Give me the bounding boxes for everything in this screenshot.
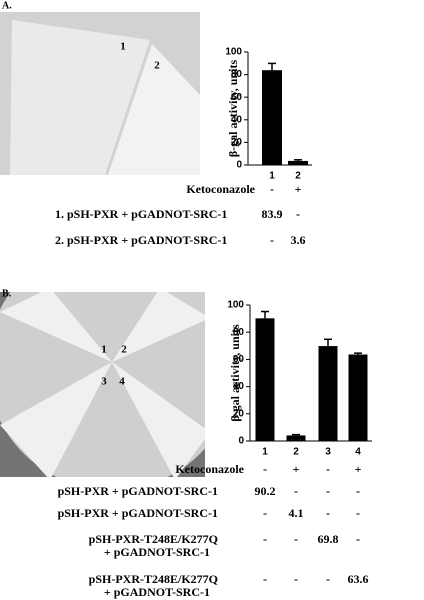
table-header: - xyxy=(270,182,274,196)
y-tick-label: 40 xyxy=(231,114,243,125)
y-tick-label: 0 xyxy=(236,160,242,171)
table-header: + xyxy=(295,182,302,196)
table-cell: - xyxy=(296,207,300,221)
table-cell: - xyxy=(356,532,360,546)
table-cell: 3.6 xyxy=(291,233,306,247)
photo-label: 3 xyxy=(101,376,107,388)
table-cell: 90.2 xyxy=(255,484,276,498)
panel-label: B. xyxy=(2,288,12,299)
table-cell: - xyxy=(263,506,267,520)
y-tick-label: 40 xyxy=(233,381,245,392)
row-label: pSH-PXR + pGADNOT-SRC-1 xyxy=(58,506,218,520)
table-header-label: Ketoconazole xyxy=(175,462,244,476)
bar xyxy=(318,346,338,441)
table-cell: - xyxy=(356,506,360,520)
table-cell: 4.1 xyxy=(289,506,304,520)
table-cell: 63.6 xyxy=(348,572,369,586)
x-tick-label: 2 xyxy=(295,171,301,182)
table-cell: 83.9 xyxy=(262,207,283,221)
photo-a xyxy=(0,12,200,175)
y-tick-label: 100 xyxy=(227,300,244,311)
photo-b xyxy=(0,292,205,477)
table-cell: - xyxy=(356,484,360,498)
table-cell: - xyxy=(263,572,267,586)
table-header-label: Ketoconazole xyxy=(186,182,255,196)
row-label: pSH-PXR-T248E/K277Q xyxy=(89,572,218,586)
photo-label: 2 xyxy=(121,344,127,356)
panel-label: A. xyxy=(2,0,12,11)
bar xyxy=(288,160,308,165)
x-tick-label: 4 xyxy=(355,447,361,458)
y-tick-label: 20 xyxy=(233,408,245,419)
table-header: - xyxy=(326,462,330,476)
x-tick-label: 1 xyxy=(269,171,275,182)
y-tick-label: 80 xyxy=(231,69,243,80)
row-label: + pGADNOT-SRC-1 xyxy=(104,545,210,559)
y-tick-label: 20 xyxy=(231,137,243,148)
x-tick-label: 1 xyxy=(262,447,268,458)
table-cell: - xyxy=(294,572,298,586)
table-cell: - xyxy=(326,484,330,498)
bar xyxy=(255,318,275,441)
photo-label: 4 xyxy=(119,376,125,388)
table-cell: - xyxy=(294,484,298,498)
bar xyxy=(286,435,306,441)
row-label: 1. pSH-PXR + pGADNOT-SRC-1 xyxy=(55,207,227,221)
row-label: pSH-PXR + pGADNOT-SRC-1 xyxy=(58,484,218,498)
y-tick-label: 60 xyxy=(231,92,243,103)
row-label: 2. pSH-PXR + pGADNOT-SRC-1 xyxy=(55,233,227,247)
y-axis-label: β-gal activity, units xyxy=(228,324,242,422)
bar xyxy=(262,70,282,165)
table-cell: - xyxy=(294,532,298,546)
y-tick-label: 0 xyxy=(238,436,244,447)
x-tick-label: 2 xyxy=(293,447,299,458)
table-cell: - xyxy=(326,572,330,586)
y-tick-label: 80 xyxy=(233,327,245,338)
table-header: + xyxy=(293,462,300,476)
y-axis-label: β-gal activity, units xyxy=(226,60,240,158)
table-header: - xyxy=(263,462,267,476)
y-tick-label: 60 xyxy=(233,354,245,365)
row-label: + pGADNOT-SRC-1 xyxy=(104,585,210,599)
bar xyxy=(348,354,368,441)
table-cell: - xyxy=(270,233,274,247)
table-cell: - xyxy=(326,506,330,520)
photo-label: 1 xyxy=(120,41,126,53)
row-label: pSH-PXR-T248E/K277Q xyxy=(89,532,218,546)
photo-label: 2 xyxy=(154,60,160,72)
table-header: + xyxy=(355,462,362,476)
y-tick-label: 100 xyxy=(225,47,242,58)
x-tick-label: 3 xyxy=(325,447,331,458)
table-cell: - xyxy=(263,532,267,546)
table-cell: 69.8 xyxy=(318,532,339,546)
photo-label: 1 xyxy=(101,344,107,356)
